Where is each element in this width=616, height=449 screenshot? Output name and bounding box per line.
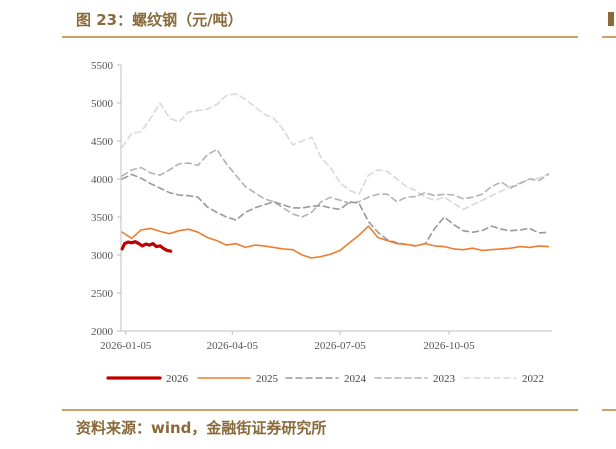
title-divider [62, 36, 578, 38]
series-line-2026 [120, 240, 173, 253]
series-line-2024 [121, 173, 550, 247]
series-line-2025 [121, 225, 550, 259]
y-tick-label: 4000 [91, 174, 114, 186]
x-tick-label: 2026-01-05 [100, 340, 152, 352]
y-tick-label: 2000 [91, 326, 114, 338]
chart-axes: 2000 2500 3000 3500 4000 4500 5000 5500 2026-01-… [91, 60, 552, 352]
source-note: 资料来源：wind，金融街证券研究所 [76, 419, 327, 437]
chart-legend: 2026 2025 2024 2023 2022 [106, 373, 544, 385]
y-tick-label: 5000 [91, 98, 114, 110]
x-tick-label: 2026-04-05 [207, 340, 259, 352]
x-tick-label: 2026-10-05 [423, 340, 475, 352]
legend-label-2026: 2026 [166, 373, 189, 385]
chart-series [120, 93, 550, 259]
legend-label-2025: 2025 [256, 373, 279, 385]
chart-title: 图 23：螺纹钢（元/吨） [76, 11, 243, 29]
y-tick-label: 3000 [91, 250, 114, 262]
source-divider [62, 409, 578, 411]
series-line-2022 [121, 93, 550, 211]
x-tick-label: 2026-07-05 [314, 340, 366, 352]
series-line-2023 [121, 148, 550, 218]
legend-label-2022: 2022 [522, 373, 544, 385]
y-tick-label: 2500 [91, 288, 114, 300]
legend-label-2023: 2023 [433, 373, 456, 385]
adjacent-panel-marker [608, 12, 614, 26]
y-tick-label: 4500 [91, 136, 114, 148]
adjacent-panel-divider [602, 36, 616, 38]
y-tick-label: 3500 [91, 212, 114, 224]
y-tick-label: 5500 [91, 60, 114, 72]
line-chart: 2000 2500 3000 3500 4000 4500 5000 5500 2026-01-… [91, 60, 552, 385]
adjacent-source-divider [602, 409, 616, 411]
legend-label-2024: 2024 [344, 373, 367, 385]
